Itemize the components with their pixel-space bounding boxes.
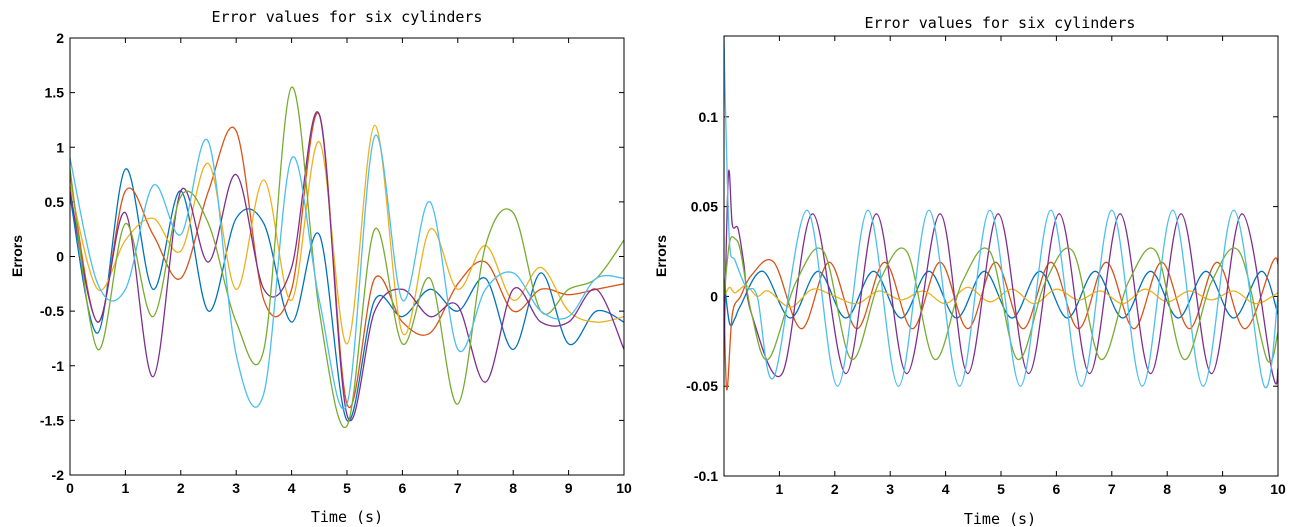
x-tick-label: 2 [177,480,185,496]
x-tick-label: 3 [886,481,894,497]
chart-left-ylabel: Errors [9,235,25,277]
x-tick-label: 7 [454,480,462,496]
x-tick-label: 10 [1270,481,1286,497]
y-tick-label: 1 [56,139,64,155]
series-line-2 [724,257,1278,391]
y-tick-label: -0.5 [40,303,64,319]
chart-left-ticks: 0 1 2 3 4 5 6 7 8 9 10 -2 -1.5 -1 -0.5 0 0.5 1 1.5 2 [40,30,632,496]
y-tick-label: -1 [52,358,65,374]
series-line-3 [724,284,1278,308]
x-tick-label: 10 [616,480,632,496]
y-tick-label: -1.5 [40,412,64,428]
x-tick-label: 7 [1108,481,1116,497]
chart-left: Error values for six cylinders Time (s) … [9,8,632,526]
x-tick-label: 6 [399,480,407,496]
series-line-3 [70,124,624,345]
chart-left-axes [69,37,625,476]
y-tick-label: 0.05 [691,199,718,215]
x-tick-label: 4 [288,480,296,496]
chart-left-lines [70,86,624,429]
chart-right-ylabel: Errors [653,235,669,277]
series-line-4 [70,111,624,422]
series-line-6 [70,134,624,410]
x-tick-label: 4 [942,481,950,497]
chart-right-axes [723,35,1279,477]
x-tick-label: 8 [509,480,517,496]
x-tick-label: 6 [1053,481,1061,497]
x-tick-label: 2 [831,481,839,497]
chart-left-xlabel: Time (s) [311,508,383,526]
y-tick-label: -0.05 [686,378,718,394]
chart-right-lines [724,36,1278,391]
x-tick-label: 3 [232,480,240,496]
y-tick-label: 1.5 [45,85,65,101]
x-tick-label: 1 [776,481,784,497]
y-tick-label: 0.1 [699,109,719,125]
series-line-1 [70,168,624,422]
series-line-2 [70,112,624,409]
series-line-5 [70,86,624,429]
y-tick-label: -0.1 [694,468,718,484]
x-tick-label: 9 [1219,481,1227,497]
chart-right-title: Error values for six cylinders [865,14,1136,32]
chart-left-title: Error values for six cylinders [212,8,483,26]
y-tick-label: 0 [56,249,64,265]
x-tick-label: 5 [997,481,1005,497]
y-tick-label: 2 [56,30,64,46]
series-line-6 [724,36,1278,389]
x-tick-label: 1 [122,480,130,496]
y-tick-label: 0 [710,288,718,304]
y-tick-label: 0.5 [45,194,65,210]
chart-right-xlabel: Time (s) [964,510,1036,527]
x-tick-label: 0 [66,480,74,496]
x-tick-label: 5 [343,480,351,496]
series-line-5 [724,235,1278,363]
x-tick-label: 9 [565,480,573,496]
x-tick-label: 8 [1163,481,1171,497]
y-tick-label: -2 [52,467,65,483]
chart-right: Error values for six cylinders Time (s) … [653,14,1286,527]
